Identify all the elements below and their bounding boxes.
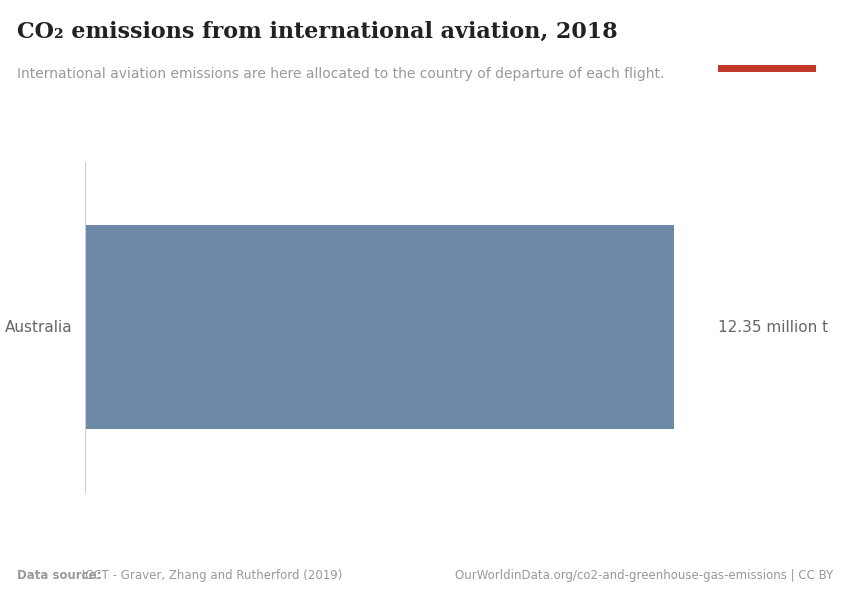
- Text: Our World: Our World: [737, 26, 796, 36]
- Text: Australia: Australia: [4, 319, 72, 335]
- Text: in Data: in Data: [746, 43, 788, 53]
- Bar: [718, 65, 816, 72]
- Text: ICCT - Graver, Zhang and Rutherford (2019): ICCT - Graver, Zhang and Rutherford (201…: [78, 569, 343, 582]
- Text: Data source:: Data source:: [17, 569, 101, 582]
- Text: OurWorldinData.org/co2-and-greenhouse-gas-emissions | CC BY: OurWorldinData.org/co2-and-greenhouse-ga…: [455, 569, 833, 582]
- Bar: [85, 225, 675, 430]
- Text: International aviation emissions are here allocated to the country of departure : International aviation emissions are her…: [17, 67, 665, 81]
- Text: 12.35 million t: 12.35 million t: [718, 319, 829, 335]
- Text: CO₂ emissions from international aviation, 2018: CO₂ emissions from international aviatio…: [17, 21, 618, 43]
